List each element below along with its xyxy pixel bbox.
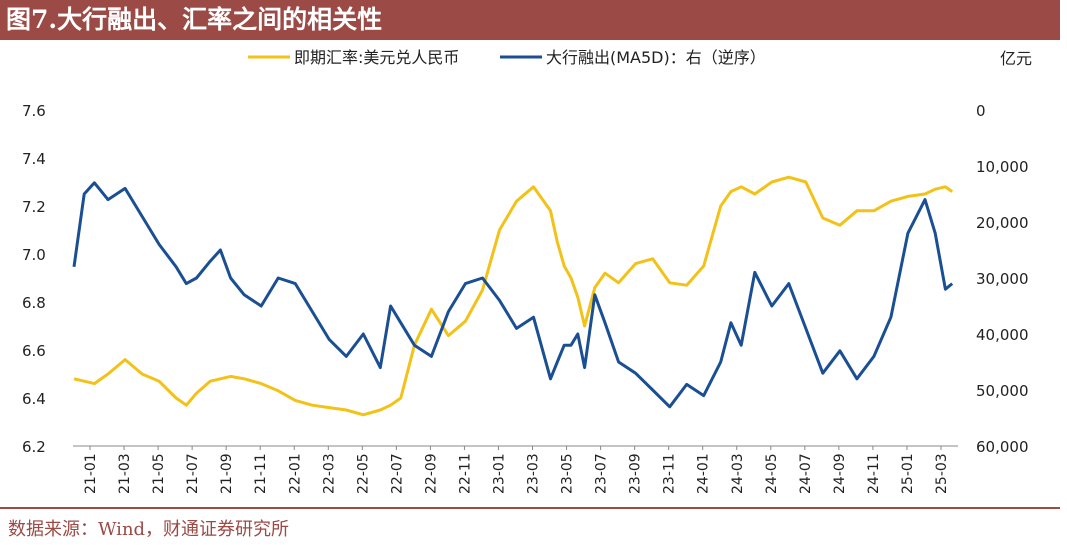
- x-tick-label: 23-03: [526, 453, 542, 494]
- series-line-fx: [73, 175, 954, 417]
- x-tick-label: 22-05: [355, 453, 371, 494]
- y-left-tick-label: 6.2: [22, 438, 46, 456]
- y-right-tick-label: 60,000: [976, 438, 1029, 456]
- legend-label-fx: 即期汇率:美元兑人民币: [294, 48, 459, 67]
- y-left-tick-label: 7.0: [22, 246, 46, 264]
- y-left-tick-label: 6.4: [22, 390, 46, 408]
- series-layer: [72, 175, 954, 417]
- x-tick-label: 23-01: [491, 453, 507, 494]
- chart-title: 图7.大行融出、汇率之间的相关性: [6, 5, 383, 34]
- x-tick-label: 23-07: [594, 453, 610, 494]
- x-tick-label: 22-03: [321, 453, 337, 494]
- x-tick-label: 21-09: [219, 453, 235, 494]
- chart-area: 即期汇率:美元兑人民币 大行融出(MA5D)：右（逆序） 亿元 7.67.47.…: [22, 48, 1032, 494]
- y-right-tick-label: 20,000: [976, 214, 1029, 232]
- y-right-tick-label: 50,000: [976, 382, 1029, 400]
- y-left-tick-label: 7.6: [22, 102, 46, 120]
- footer-divider: [0, 507, 1060, 509]
- x-tick-label: 23-11: [662, 453, 678, 494]
- legend: 即期汇率:美元兑人民币 大行融出(MA5D)：右（逆序）: [248, 48, 766, 67]
- x-tick-label: 25-03: [934, 453, 950, 494]
- right-axis-unit: 亿元: [1000, 49, 1032, 68]
- axes: 7.6 7.4 7.2 7.0 6.8 6.6 6.4 6.2 0 10,000 20,000 30,…: [22, 102, 1029, 494]
- x-tick-label: 21-07: [185, 453, 201, 494]
- x-tick-label: 21-01: [83, 453, 99, 494]
- y-right-tick-label: 10,000: [976, 158, 1029, 176]
- x-tick-label: 22-07: [389, 453, 405, 494]
- x-tick-label: 23-09: [628, 453, 644, 494]
- x-tick-label: 24-05: [764, 453, 780, 494]
- title-bar: 图7.大行融出、汇率之间的相关性: [0, 0, 1060, 40]
- x-tick-label: 21-05: [151, 453, 167, 494]
- x-tick-label: 23-05: [560, 453, 576, 494]
- y-right-tick-label: 0: [976, 102, 986, 120]
- x-tick-label: 24-03: [730, 453, 746, 494]
- x-tick-label: 21-11: [253, 453, 269, 494]
- x-tick-label: 22-01: [287, 453, 303, 494]
- legend-label-lend: 大行融出(MA5D)：右（逆序）: [546, 48, 766, 67]
- source-note: 数据来源：Wind，财通证券研究所: [8, 519, 290, 540]
- x-tick-label: 24-07: [798, 453, 814, 494]
- y-left-tick-label: 6.8: [22, 294, 46, 312]
- y-left-tick-label: 7.4: [22, 150, 46, 168]
- y-right-tick-label: 40,000: [976, 326, 1029, 344]
- x-tick-label: 24-11: [866, 453, 882, 494]
- x-tick-label: 21-03: [117, 453, 133, 494]
- x-tick-label: 24-09: [832, 453, 848, 494]
- series-line-lending: [72, 181, 954, 409]
- y-right-tick-label: 30,000: [976, 270, 1029, 288]
- x-tick-label: 22-11: [457, 453, 473, 494]
- x-tick-label: 24-01: [696, 453, 712, 494]
- x-tick-label: 22-09: [423, 453, 439, 494]
- y-left-tick-label: 6.6: [22, 342, 46, 360]
- y-left-tick-label: 7.2: [22, 198, 46, 216]
- x-tick-label: 25-01: [900, 453, 916, 494]
